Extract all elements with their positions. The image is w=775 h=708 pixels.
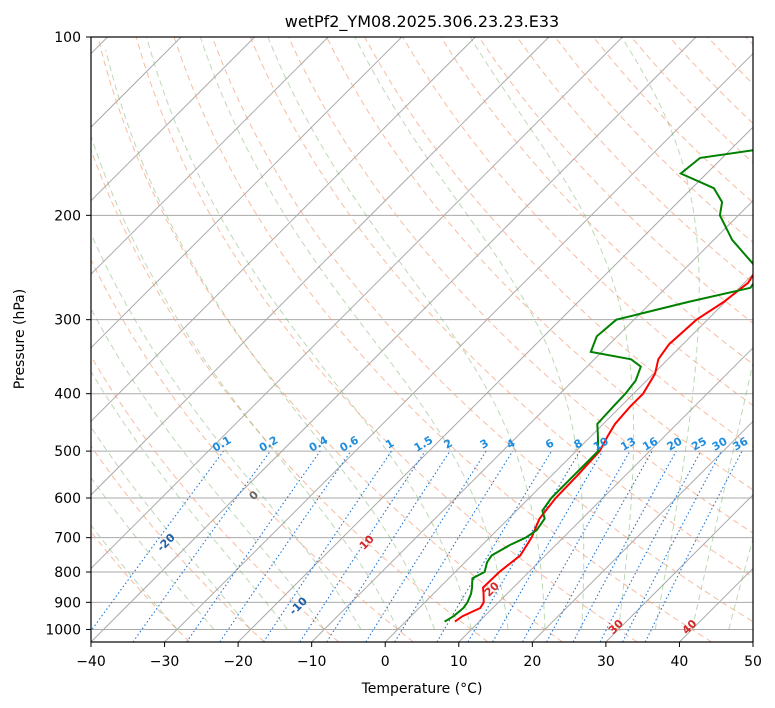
moist-adiabat-line [199, 37, 509, 630]
mixing-ratio-line [299, 450, 426, 642]
x-tick-label: −40 [76, 654, 106, 670]
mixing-ratio-line [546, 450, 653, 642]
moist-adiabat-line [621, 37, 700, 630]
x-axis: −40 −30 −20 −10 0 10 20 30 40 50 [76, 642, 762, 670]
isotherm-line [458, 347, 753, 642]
dry-adiabat-line [326, 37, 753, 491]
moist-adiabat-line [91, 476, 215, 630]
moist-adiabat-line [469, 37, 635, 630]
plot-frame [90, 36, 754, 643]
mixing-ratio-line [644, 450, 743, 642]
mixing-ratio-line [186, 450, 321, 642]
sounding-series [444, 149, 753, 623]
x-tick-label: 50 [744, 654, 762, 670]
isotherm-line [91, 37, 550, 496]
dry-adiabat-line [173, 37, 713, 642]
mixing-ratio-line [326, 450, 451, 642]
y-tick-label: 200 [54, 208, 81, 224]
mixing-ratio-line [219, 450, 352, 642]
moist-adiabat-line [105, 49, 436, 630]
x-tick-label: −30 [150, 654, 180, 670]
y-tick-label: 900 [54, 595, 81, 611]
isotherm-line [91, 37, 476, 423]
dewpoint-profile-line [444, 149, 753, 623]
moist-adiabat-line [91, 134, 399, 630]
dry-adiabat-line [97, 37, 563, 642]
moist-adiabat-line [728, 536, 753, 630]
mixing-ratio-line [394, 450, 514, 642]
isotherm-line [531, 420, 753, 642]
plot-area: 0.10.20.40.611.52346810131620253036-100-… [91, 37, 753, 642]
x-tick-label: 0 [381, 654, 390, 670]
dry-adiabat-line [135, 37, 638, 642]
chart-title: wetPf2_YM08.2025.306.23.23.E33 [285, 12, 559, 32]
y-tick-label: 500 [54, 444, 81, 460]
moist-adiabat-line [91, 307, 325, 630]
mixing-ratio-line [572, 450, 677, 642]
isotherm-line [237, 126, 753, 642]
temperature-profile-line [454, 273, 753, 623]
isotherm-line [605, 494, 753, 642]
moist-adiabats [91, 37, 753, 630]
isotherm-line [91, 37, 697, 642]
moist-adiabat-line [146, 37, 472, 630]
x-tick-label: 20 [523, 654, 541, 670]
dry-adiabat-line [91, 355, 340, 642]
moist-adiabat-line [354, 37, 585, 630]
y-tick-label: 100 [54, 30, 81, 46]
dry-adiabat-line [91, 258, 414, 642]
moist-adiabat-line [91, 232, 362, 630]
mixing-ratio-line [91, 450, 224, 632]
dry-adiabat-line [287, 37, 753, 534]
x-tick-label: 40 [671, 654, 689, 670]
y-tick-label: 700 [54, 531, 81, 547]
mixing-ratio-lines [91, 450, 743, 642]
y-tick-label: 300 [54, 313, 81, 329]
moist-adiabat-line [91, 370, 288, 630]
y-tick-label: 600 [54, 491, 81, 507]
x-tick-label: 10 [450, 654, 468, 670]
y-tick-label: 1000 [45, 622, 81, 638]
y-axis: 100 200 300 400 500 600 700 800 900 1000 [45, 30, 91, 638]
y-tick-label: 400 [54, 387, 81, 403]
y-axis-label: Pressure (hPa) [12, 289, 28, 389]
y-tick-label: 800 [54, 565, 81, 581]
dry-adiabat-line [249, 37, 753, 578]
x-axis-label: Temperature (°C) [361, 681, 483, 697]
isotherm-line [91, 37, 329, 275]
x-tick-label: −10 [297, 654, 327, 670]
isotherm-line [164, 52, 753, 642]
isotherm-line [384, 273, 753, 642]
x-tick-label: −20 [223, 654, 253, 670]
dry-adiabats [91, 37, 753, 642]
gridlines [91, 37, 753, 642]
dry-adiabat-line [91, 445, 265, 642]
mixing-ratio-line [132, 450, 271, 642]
dry-adiabat-line [211, 37, 753, 623]
mixing-ratio-line [522, 450, 631, 642]
moist-adiabat-line [691, 360, 753, 630]
mixing-ratio-line [263, 450, 392, 642]
isotherm-line [91, 37, 403, 349]
x-tick-label: 30 [597, 654, 615, 670]
isotherm-line [91, 37, 256, 202]
isotherm-line [91, 37, 623, 570]
moist-adiabat-line [267, 37, 546, 630]
